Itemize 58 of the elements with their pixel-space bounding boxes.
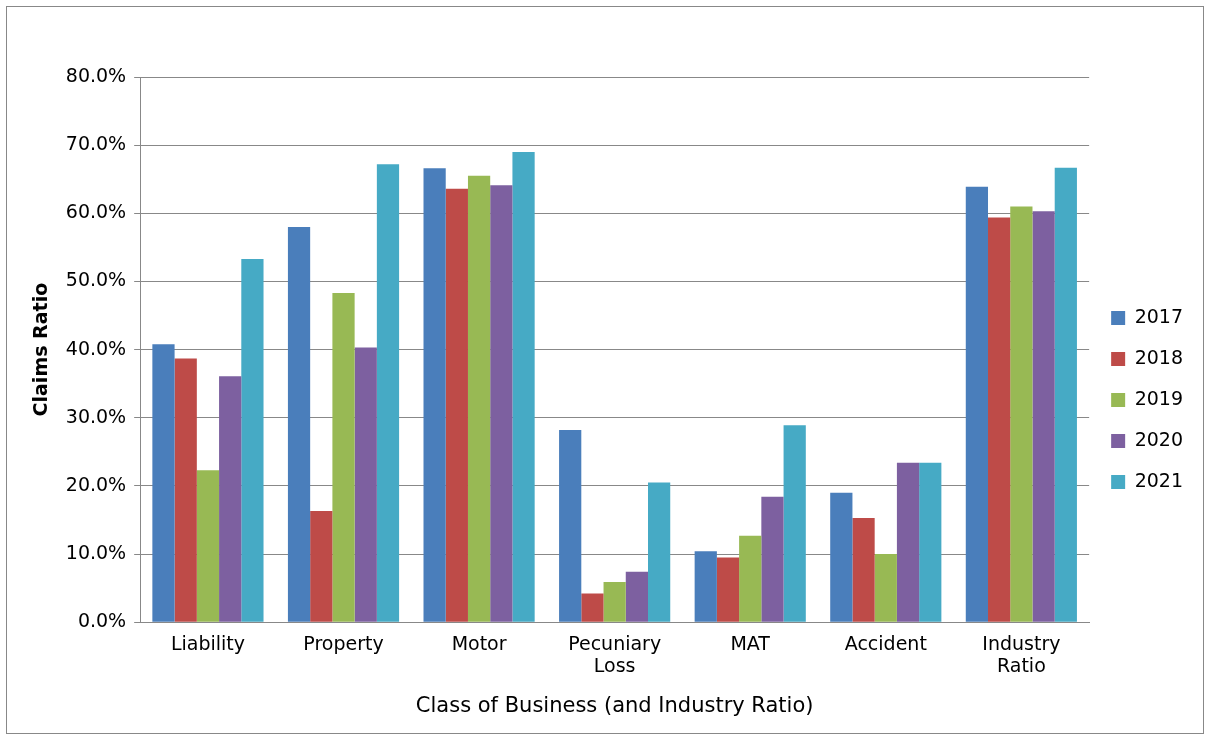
x-tick-label: Liability [170,631,245,654]
y-tick-label: 60.0% [65,200,127,223]
x-tick-label: Motor [451,631,507,654]
bar [783,425,806,622]
bar [310,511,333,622]
bar [287,226,311,622]
y-tick-label: 50.0% [65,268,127,291]
x-tick-label: Pecuniary Loss [568,631,662,677]
bar [332,293,355,622]
bar [603,581,626,622]
legend-label: 2017 [1134,304,1184,327]
bar [694,551,717,622]
bar [354,347,377,622]
bar [490,185,513,622]
bar [581,593,604,622]
y-tick-label: 20.0% [65,472,127,495]
bar [625,571,648,622]
legend-label: 2021 [1134,468,1184,491]
bar [467,175,491,622]
bar [648,482,671,622]
bar [1032,211,1055,622]
y-tick-label: 30.0% [65,404,127,427]
bar [919,462,942,622]
x-axis-title: Class of Business (and Industry Ratio) [415,692,814,717]
bar [965,186,989,622]
bar [1054,167,1077,622]
bar [830,492,853,622]
bar [512,151,535,622]
y-axis-title: Claims Ratio [29,282,52,417]
y-tick-label: 40.0% [65,336,127,359]
bar [761,496,784,622]
bar [988,217,1011,622]
bar [376,164,400,622]
bar [152,344,175,622]
bar [219,376,242,622]
y-tick-label: 0.0% [77,609,127,632]
bar [423,168,446,622]
y-tick-label: 80.0% [65,63,127,86]
x-tick-label: Industry Ratio [982,631,1061,677]
bar [196,470,220,622]
x-tick-label: Property [303,631,384,654]
bar [874,554,897,622]
bar [852,517,875,622]
bar [559,430,582,622]
legend-label: 2020 [1134,427,1184,450]
bar [896,462,920,622]
legend-label: 2019 [1134,386,1184,409]
x-tick-label: MAT [730,631,771,654]
y-tick-label: 70.0% [65,132,127,155]
y-tick-label: 10.0% [65,540,127,563]
bar [716,557,740,622]
bar [174,358,197,622]
bar [1010,206,1033,622]
x-tick-label: Accident [844,631,927,654]
bar [739,535,762,622]
legend-label: 2018 [1134,345,1184,368]
bar [241,258,264,622]
bar [445,188,468,622]
